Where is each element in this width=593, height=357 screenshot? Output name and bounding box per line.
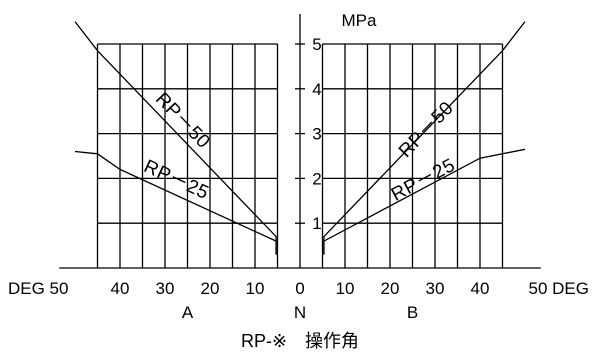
curve-label-a-50: RP－50	[151, 89, 214, 153]
x-tick-label: 40	[111, 279, 130, 298]
x-tick-label-right-end: 50 DEG	[529, 279, 589, 298]
x-tick-label: 10	[336, 279, 355, 298]
y-tick-label: 3	[312, 125, 321, 144]
x-tick-label: 20	[381, 279, 400, 298]
curve-label-b-50: RP－50	[395, 98, 458, 162]
y-tick-label: 4	[312, 80, 321, 99]
y-tick-label: 1	[312, 214, 321, 233]
x-tick-label: 30	[426, 279, 445, 298]
x-tick-label: 40	[471, 279, 490, 298]
x-tick-label: 20	[201, 279, 220, 298]
side-label-a: A	[182, 303, 194, 322]
x-tick-label: 10	[246, 279, 265, 298]
y-tick-label: 2	[312, 169, 321, 188]
curve-label-a-25: RP－25	[141, 156, 212, 204]
curves	[74, 21, 526, 255]
y-unit-label: MPa	[342, 11, 378, 30]
curve-label-b-25: RP－25	[388, 155, 459, 206]
x-tick-label: 30	[156, 279, 175, 298]
side-label-b: B	[407, 303, 418, 322]
chart-title: RP-※ 操作角	[241, 331, 359, 351]
series-line-a-50	[74, 21, 277, 255]
grid	[59, 14, 541, 269]
y-tick-label: 5	[312, 35, 321, 54]
x-tick-label-left-end: DEG 50	[8, 279, 68, 298]
series-line-b-25	[323, 148, 526, 255]
x-tick-label-center: 0	[295, 279, 304, 298]
series-line-a-25	[74, 150, 277, 255]
side-label-n: N	[294, 303, 306, 322]
